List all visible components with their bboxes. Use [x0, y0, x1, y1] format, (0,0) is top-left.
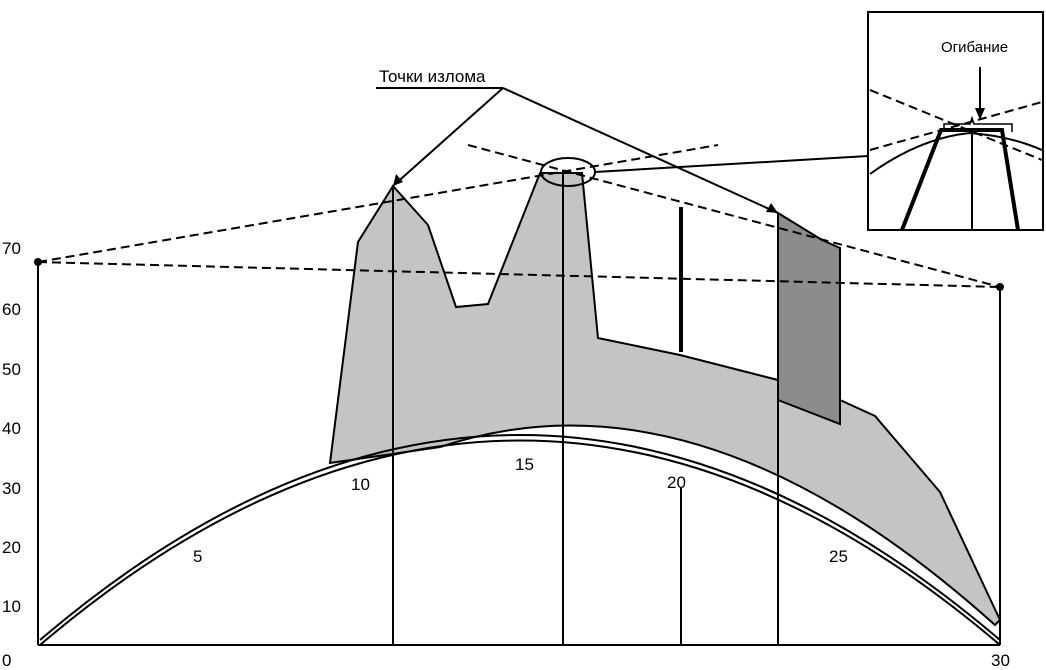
dashed-left-to-peak [37, 144, 719, 263]
dashed-peak-to-right [467, 144, 1001, 288]
arc-marker-label: 25 [829, 547, 848, 566]
arc-marker-label: 15 [515, 455, 534, 474]
arrowhead-breakpoint-1 [393, 174, 403, 186]
arc-marker-label: 10 [351, 475, 370, 494]
y-tick-label: 10 [2, 597, 21, 616]
obstacle-block [777, 211, 841, 426]
y-tick-label: 60 [2, 300, 21, 319]
y-tick-label: 20 [2, 538, 21, 557]
inset-arrowhead [975, 108, 985, 120]
arrow-to-breakpoint-1 [392, 87, 504, 187]
y-tick-label: 40 [2, 419, 21, 438]
envelope-inset: Огибание [867, 11, 1044, 231]
arrow-to-breakpoint-2 [502, 87, 779, 214]
envelope-label: Огибание [941, 39, 1008, 56]
inset-dashed-line-2 [869, 101, 1043, 151]
y-tick-label: 30 [2, 479, 21, 498]
terrain-profile [328, 172, 1002, 627]
inset-connector [594, 155, 869, 173]
arrowhead-breakpoint-2 [766, 203, 778, 213]
breakpoints-label: Точки излома [379, 67, 486, 86]
left-terminal-point [34, 258, 42, 266]
y-tick-label: 70 [2, 239, 21, 258]
earth-arc-outer [39, 434, 1001, 641]
inset-curve [869, 131, 1043, 175]
dashed-terminal-line [37, 261, 1001, 288]
earth-arc-inner [39, 439, 1001, 646]
y-tick-label: 50 [2, 360, 21, 379]
inset-brace [943, 115, 1013, 132]
arc-marker-label: 20 [667, 473, 686, 492]
arc-marker-label: 5 [193, 547, 202, 566]
right-terminal-point [996, 283, 1004, 291]
y-tick-label: 0 [2, 651, 11, 670]
x-tick-label: 30 [991, 651, 1010, 670]
